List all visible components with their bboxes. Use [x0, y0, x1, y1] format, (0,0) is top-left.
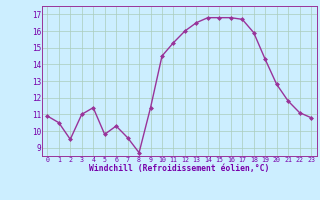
- X-axis label: Windchill (Refroidissement éolien,°C): Windchill (Refroidissement éolien,°C): [89, 164, 269, 173]
